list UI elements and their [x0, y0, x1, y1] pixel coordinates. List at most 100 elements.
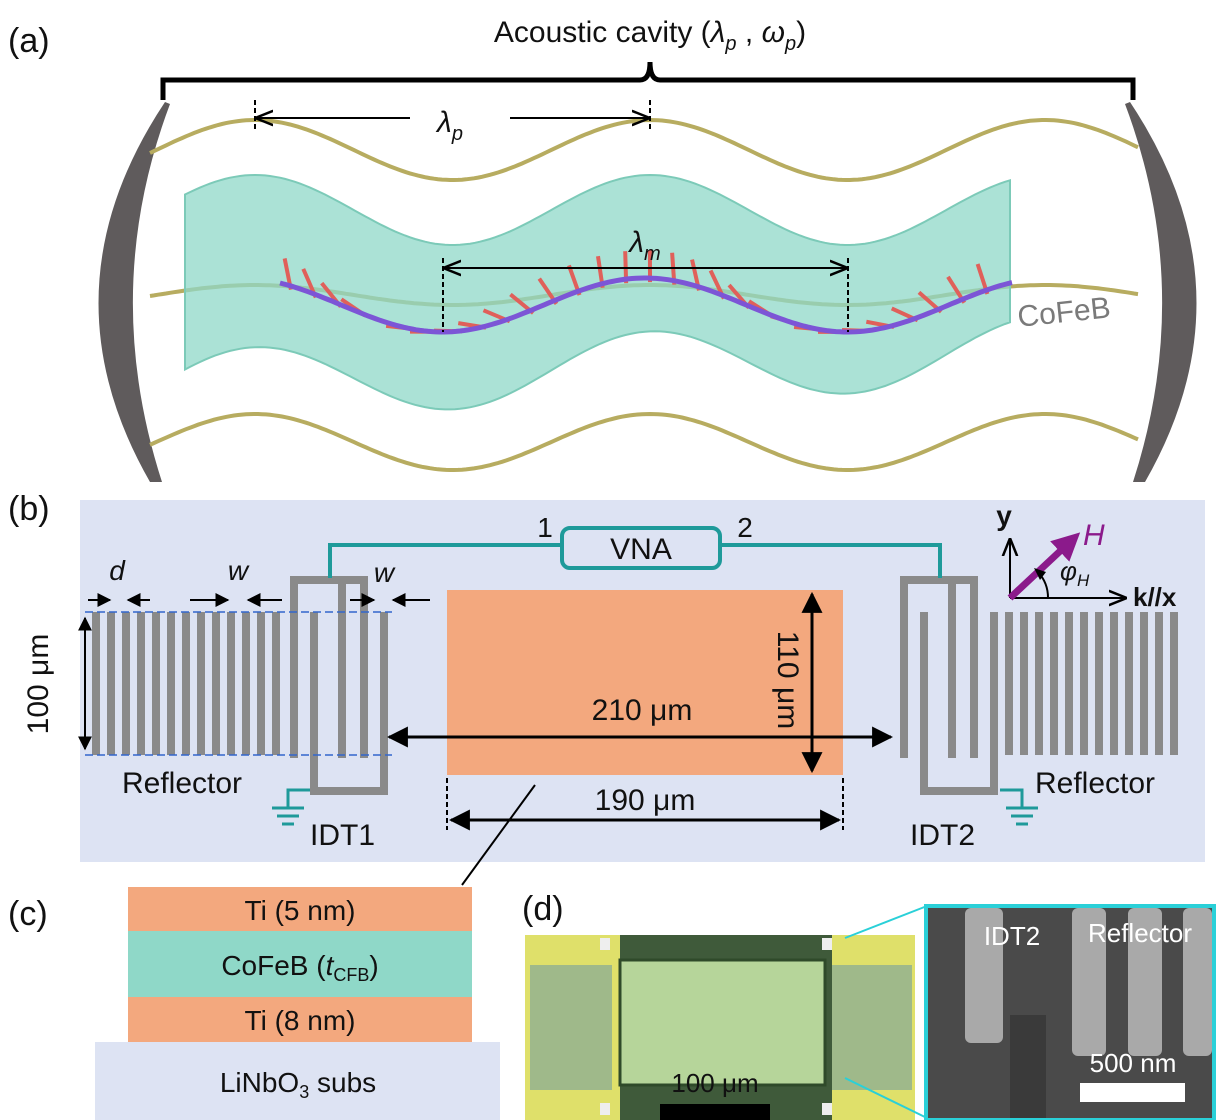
- panel-c: (c) Ti (5 nm) CoFeB (tCFB) Ti (8 nm) LiN…: [8, 887, 500, 1120]
- title-part: ): [796, 16, 806, 49]
- inset-label: Reflector: [1088, 918, 1192, 948]
- idt-electrode: [900, 576, 908, 758]
- reflector-finger: [167, 612, 175, 755]
- title-part: ,: [737, 16, 762, 49]
- idt-electrode: [948, 576, 956, 758]
- reflector-finger: [1110, 612, 1118, 755]
- inset-scale-label: 500 nm: [1090, 1048, 1177, 1078]
- contact: [600, 938, 610, 950]
- wavelength-label: λp: [435, 106, 463, 145]
- figure: (a) Acoustic cavity (λp , ωp) CoFeB λp λ…: [0, 0, 1225, 1120]
- reflector-finger: [92, 612, 100, 755]
- label-part: CoFeB (: [221, 950, 326, 981]
- title-part: p: [784, 33, 796, 55]
- idt-electrode: [380, 612, 388, 795]
- panel-a: (a) Acoustic cavity (λp , ωp) CoFeB λp λ…: [8, 16, 1196, 482]
- reflector-finger: [197, 612, 205, 755]
- title-part: ω: [762, 16, 785, 49]
- left-mirror: [99, 102, 170, 482]
- vna-label: VNA: [610, 533, 672, 566]
- symbol: φ: [1060, 556, 1077, 586]
- label-part: ): [369, 950, 378, 981]
- idt-electrode: [970, 576, 978, 758]
- reflector-finger: [137, 612, 145, 755]
- panel-label: (b): [8, 490, 50, 528]
- film-region: [620, 960, 825, 1085]
- reflector-finger: [1020, 612, 1028, 755]
- reflector-finger: [272, 612, 280, 755]
- reflector-finger: [152, 612, 160, 755]
- sem-gap: [1010, 1015, 1046, 1118]
- idt-electrode: [338, 576, 346, 758]
- symbol: λ: [627, 226, 644, 259]
- idt-label: IDT2: [910, 819, 975, 852]
- axis-label: k//x: [1133, 582, 1177, 612]
- port-label: 1: [537, 512, 553, 543]
- subscript: m: [644, 243, 661, 265]
- reflector-finger: [1125, 612, 1133, 755]
- contact: [600, 1103, 610, 1115]
- dimension-label: 110 μm: [771, 631, 804, 729]
- reflector-finger: [1065, 612, 1073, 755]
- label-part: CFB: [333, 965, 369, 985]
- reflector-finger: [1155, 612, 1163, 755]
- idt-electrode: [990, 612, 998, 795]
- reflector-label: Reflector: [122, 767, 242, 800]
- axis-label: y: [996, 500, 1012, 531]
- reflector-finger: [122, 612, 130, 755]
- scale-bar: [660, 1104, 770, 1120]
- title-part: p: [724, 33, 736, 55]
- idt-electrode: [920, 787, 998, 795]
- layer-label: Ti (8 nm): [245, 1005, 356, 1036]
- zoom-line: [845, 906, 927, 938]
- label-part: subs: [309, 1067, 376, 1098]
- inset-label: IDT2: [984, 921, 1040, 951]
- cavity-bracket: [163, 62, 1133, 100]
- acoustic-wave: [150, 120, 1138, 180]
- inset-scale-bar: [1080, 1083, 1185, 1102]
- page: Acoustic cavity figure html, body { marg…: [0, 0, 1225, 1120]
- dimension-label: w: [374, 557, 396, 588]
- idt-electrode: [310, 612, 318, 795]
- idt-region: [530, 965, 612, 1090]
- idt-electrode: [290, 576, 298, 758]
- reflector-finger: [1080, 612, 1088, 755]
- panel-d: (d) 100 μm IDT2 Reflector 500 nm: [522, 890, 1214, 1120]
- panel-label: (a): [8, 22, 50, 60]
- panel-title: Acoustic cavity (λp , ωp): [494, 16, 806, 55]
- layer-label: Ti (5 nm): [245, 895, 356, 926]
- layer-label: LiNbO3 subs: [220, 1067, 376, 1102]
- contact: [822, 938, 832, 950]
- dimension-label: w: [228, 555, 250, 586]
- reflector-finger: [107, 612, 115, 755]
- panel-b: (b) VNA 1 2 d w w 100 μm 110 μm 210 μm 1…: [8, 490, 1205, 885]
- panel-label: (c): [8, 895, 48, 933]
- acoustic-wave: [150, 414, 1138, 470]
- material-label: CoFeB: [1016, 291, 1112, 334]
- contact: [822, 1103, 832, 1115]
- idt-electrode: [310, 787, 388, 795]
- scale-label: 100 μm: [671, 1068, 758, 1098]
- title-part: λ: [709, 16, 726, 49]
- field-label: H: [1083, 519, 1105, 552]
- dimension-label: 210 μm: [592, 694, 693, 727]
- dimension-label: 190 μm: [595, 784, 696, 817]
- idt-label: IDT1: [310, 819, 375, 852]
- port-label: 2: [737, 512, 753, 543]
- reflector-finger: [227, 612, 235, 755]
- reflector-finger: [1035, 612, 1043, 755]
- reflector-finger: [1095, 612, 1103, 755]
- subscript: H: [1077, 571, 1090, 590]
- reflector-finger: [242, 612, 250, 755]
- subscript: p: [451, 123, 463, 145]
- symbol: λ: [435, 106, 452, 139]
- title-part: Acoustic cavity (: [494, 16, 711, 49]
- idt-electrode: [360, 576, 368, 758]
- reflector-finger: [1170, 612, 1178, 755]
- page-body: { "panel_a": { "label": "(a)", "title": …: [0, 0, 1225, 1120]
- dimension-label: 100 μm: [22, 634, 55, 735]
- panel-label: (d): [522, 890, 564, 928]
- label-part: LiNbO: [220, 1067, 299, 1098]
- reflector-finger: [1140, 612, 1148, 755]
- reflector-finger: [1050, 612, 1058, 755]
